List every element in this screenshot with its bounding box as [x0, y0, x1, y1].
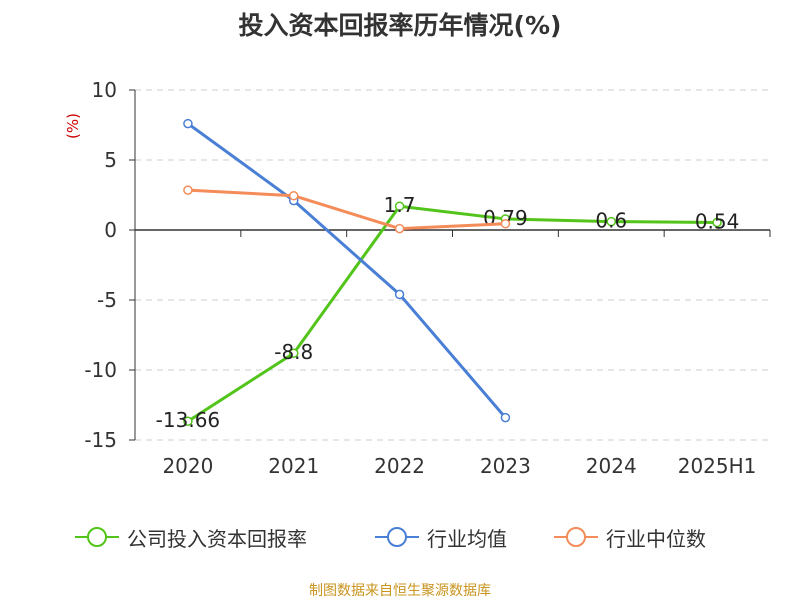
- data-point-0: [289, 348, 299, 358]
- legend-item-industry-avg[interactable]: 行业均值: [373, 522, 507, 552]
- y-tick-label: 0: [104, 218, 117, 242]
- x-tick-label: 2023: [480, 454, 531, 478]
- data-label: 0.54: [695, 209, 740, 233]
- legend-swatch-company: [75, 527, 119, 547]
- data-point-1: [183, 118, 193, 129]
- data-point-1: [394, 289, 405, 300]
- legend-label-industry-avg: 行业均值: [427, 526, 507, 551]
- legend-swatch-industry-avg: [375, 527, 419, 547]
- x-tick-label: 2021: [268, 454, 319, 478]
- source-note: 制图数据来自恒生聚源数据库: [309, 583, 491, 599]
- legend-label-company: 公司投入资本回报率: [127, 526, 307, 551]
- data-point-0: [606, 216, 616, 227]
- y-axis-label: (%): [64, 113, 82, 139]
- legend-item-company[interactable]: 公司投入资本回报率: [73, 522, 307, 552]
- y-tick-label: -15: [84, 428, 117, 452]
- data-point-0: [183, 416, 193, 426]
- x-tick-label: 2020: [162, 454, 213, 478]
- legend-swatch-industry-median: [554, 527, 598, 547]
- series-line-1: [187, 122, 507, 419]
- data-label: 0.6: [595, 209, 627, 233]
- legend-label-industry-median: 行业中位数: [606, 526, 706, 551]
- data-point-0: [712, 217, 722, 228]
- x-tick-label: 2025H1: [678, 454, 757, 478]
- x-tick-label: 2022: [374, 454, 425, 478]
- data-label: -8.8: [274, 340, 313, 364]
- data-point-0: [394, 201, 405, 211]
- data-point-2: [289, 190, 299, 201]
- y-tick-label: 5: [104, 148, 117, 172]
- legend-item-industry-median[interactable]: 行业中位数: [552, 522, 706, 552]
- y-tick-label: 10: [92, 78, 117, 102]
- data-point-2: [183, 185, 193, 195]
- legend: 公司投入资本回报率 行业均值 行业中位数: [0, 522, 800, 552]
- y-tick-label: -5: [97, 288, 117, 312]
- chart-title: 投入资本回报率历年情况(%): [238, 11, 562, 40]
- series-line-0: [187, 204, 718, 423]
- series-line-2: [187, 188, 506, 231]
- y-tick-label: -10: [84, 358, 117, 382]
- x-tick-label: 2024: [586, 454, 637, 478]
- data-point-2: [500, 218, 511, 229]
- data-point-1: [500, 412, 511, 423]
- data-point-2: [394, 223, 405, 234]
- data-label: 1.7: [384, 193, 416, 217]
- data-label: -13.66: [156, 408, 220, 432]
